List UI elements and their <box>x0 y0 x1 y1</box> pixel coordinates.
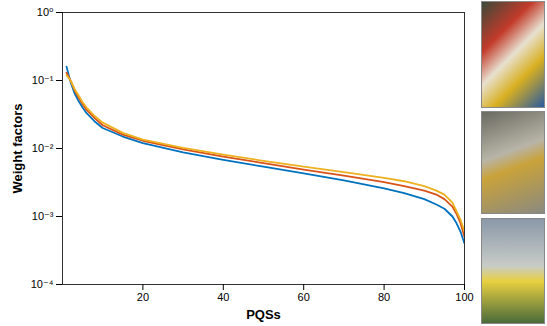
svg-text:10⁰: 10⁰ <box>37 6 54 18</box>
svg-text:40: 40 <box>217 291 229 303</box>
svg-text:PQSs: PQSs <box>246 307 281 322</box>
svg-text:80: 80 <box>378 291 390 303</box>
svg-text:10⁻⁴: 10⁻⁴ <box>31 278 54 290</box>
svg-text:10⁻²: 10⁻² <box>32 142 54 154</box>
svg-text:20: 20 <box>137 291 149 303</box>
svg-text:10⁻³: 10⁻³ <box>32 210 54 222</box>
svg-text:60: 60 <box>298 291 310 303</box>
svg-text:Weight factors: Weight factors <box>10 103 25 193</box>
svg-text:10⁻¹: 10⁻¹ <box>32 74 54 86</box>
svg-text:100: 100 <box>455 291 473 303</box>
